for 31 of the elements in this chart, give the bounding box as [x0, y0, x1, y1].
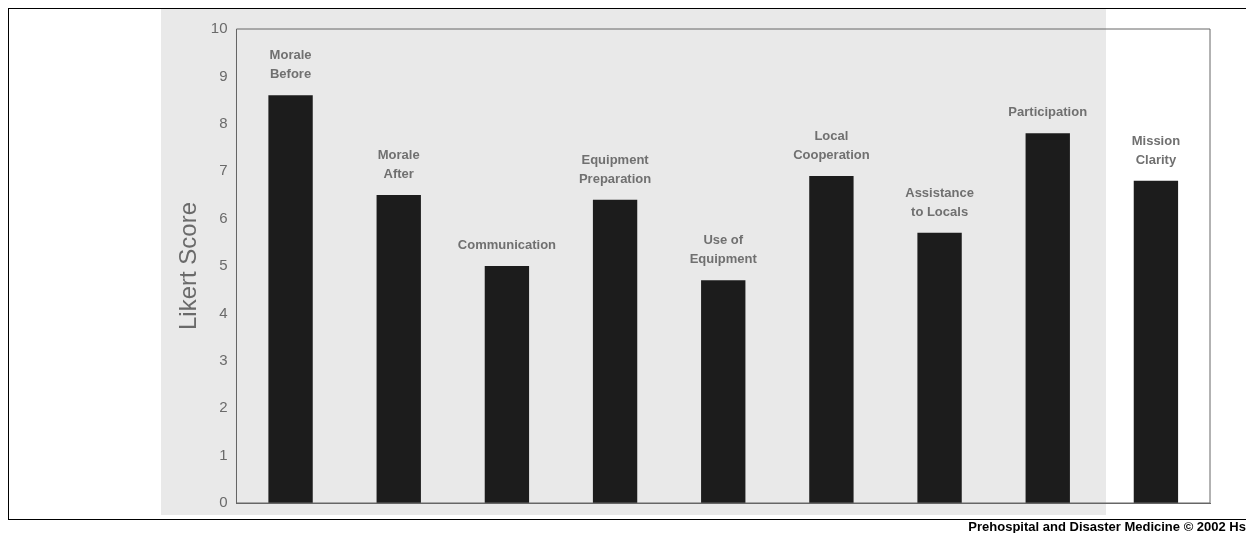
x-tick-label: Participation	[1008, 104, 1088, 120]
y-tick-label: 9	[219, 66, 228, 84]
y-tick-label: 8	[219, 113, 228, 131]
x-tick-label: Equipment Preparation	[578, 151, 652, 186]
bar	[592, 199, 638, 503]
bar	[701, 280, 746, 503]
y-tick-label: 10	[210, 19, 228, 37]
x-tick-label: Morale After	[377, 146, 420, 181]
bar	[809, 175, 854, 503]
y-tick-label: 6	[219, 208, 228, 226]
y-tick-label: 0	[219, 493, 228, 511]
bar	[917, 232, 962, 503]
y-axis-title: Likert Score	[174, 201, 202, 331]
y-tick-label: 2	[219, 398, 228, 416]
bar	[1133, 180, 1179, 503]
x-tick-label: Assistance to Locals	[905, 184, 974, 219]
x-tick-label: Communication	[457, 237, 557, 253]
bar	[376, 194, 421, 503]
y-tick-label: 3	[219, 350, 228, 368]
x-tick-label: Use of Equipment	[689, 232, 758, 267]
y-tick-label: 5	[219, 256, 228, 274]
x-tick-label: Mission Clarity	[1131, 132, 1181, 167]
text: Prehospital and Disaster Medicine © 2002 Hs	[968, 519, 1246, 533]
y-tick-label: 7	[219, 161, 228, 179]
y-tick-label: 1	[219, 445, 228, 463]
bar	[484, 266, 530, 503]
bar	[1025, 133, 1070, 503]
y-tick-label: 4	[219, 303, 228, 321]
bar	[268, 95, 313, 503]
x-tick-label: Morale Before	[269, 47, 312, 82]
x-tick-label: Local Cooperation	[793, 128, 870, 163]
